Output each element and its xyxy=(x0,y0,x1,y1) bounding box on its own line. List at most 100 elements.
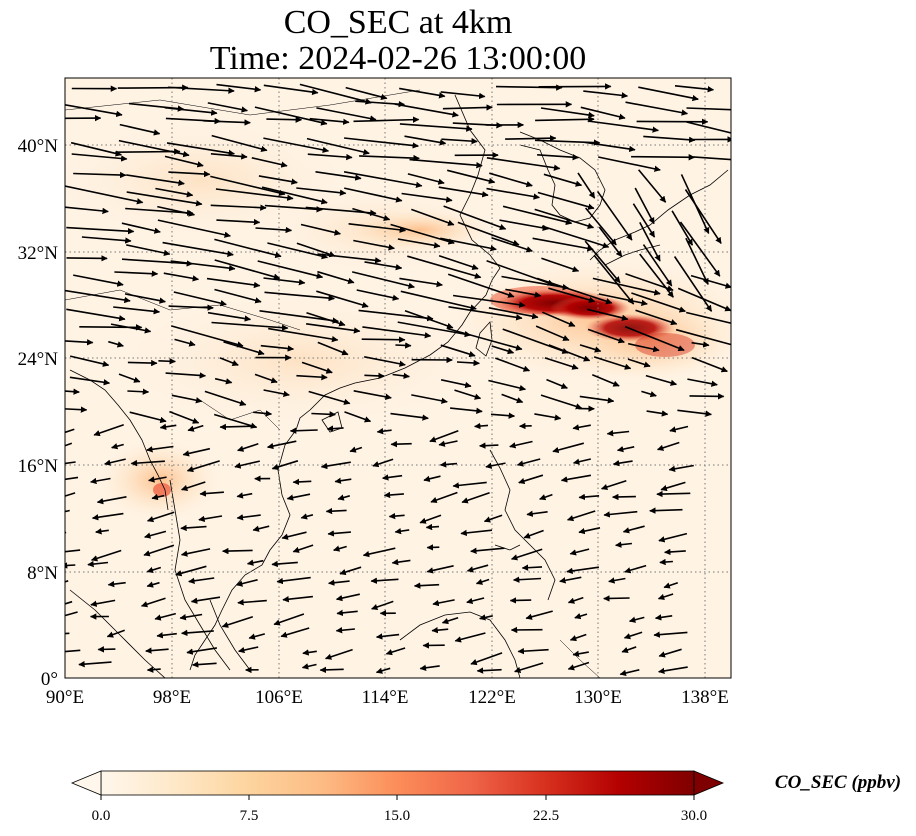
wind-arrow xyxy=(65,580,69,583)
wind-arrow xyxy=(566,566,600,575)
wind-arrow xyxy=(130,459,165,467)
wind-arrow xyxy=(210,204,267,211)
wind-arrow xyxy=(198,515,223,523)
wind-arrow xyxy=(537,191,595,210)
wind-arrow xyxy=(509,597,532,604)
wind-arrow xyxy=(353,116,420,123)
wind-arrow xyxy=(485,462,506,469)
wind-arrow xyxy=(316,290,369,309)
wind-arrow xyxy=(126,244,171,257)
wind-arrow xyxy=(213,413,258,429)
wind-arrow xyxy=(619,669,640,677)
wind-arrow xyxy=(362,547,396,558)
wind-arrow xyxy=(399,277,443,288)
wind-arrow xyxy=(65,185,144,205)
wind-arrow xyxy=(419,664,440,671)
wind-arrow xyxy=(306,137,370,156)
wind-arrow xyxy=(456,359,480,367)
wind-arrow xyxy=(108,340,124,348)
wind-arrow xyxy=(407,255,482,279)
wind-arrow xyxy=(107,580,126,588)
wind-arrow xyxy=(90,477,111,485)
wind-arrow xyxy=(534,208,595,229)
wind-arrow xyxy=(411,208,455,226)
wind-arrow xyxy=(684,189,722,244)
wind-arrow xyxy=(236,579,258,587)
wind-arrow xyxy=(603,510,638,518)
wind-arrow xyxy=(399,87,446,99)
wind-arrow xyxy=(124,293,166,304)
wind-arrow xyxy=(254,106,328,126)
wind-arrow xyxy=(352,271,415,289)
wind-arrow xyxy=(447,169,496,184)
wind-arrow xyxy=(642,244,673,287)
wind-arrow xyxy=(190,596,221,604)
wind-arrow xyxy=(146,445,174,453)
wind-arrow xyxy=(635,309,678,326)
wind-arrow xyxy=(121,222,161,234)
wind-arrow xyxy=(264,204,323,213)
wind-arrow xyxy=(429,430,459,443)
wind-arrow xyxy=(186,647,218,655)
wind-arrow xyxy=(188,577,215,584)
wind-arrow xyxy=(578,493,600,501)
wind-arrow xyxy=(448,306,523,321)
wind-arrow xyxy=(591,374,620,387)
wind-arrow xyxy=(686,107,731,111)
wind-arrow xyxy=(257,260,324,279)
wind-arrow xyxy=(499,219,550,232)
wind-arrow xyxy=(319,666,344,674)
wind-arrow xyxy=(656,441,680,451)
wind-arrow xyxy=(628,342,660,353)
wind-arrow xyxy=(267,242,329,260)
wind-arrow xyxy=(204,390,247,407)
wind-arrow xyxy=(371,600,394,611)
colorbar-label: CO_SEC (ppbv) xyxy=(775,772,901,793)
wind-arrow xyxy=(364,261,403,271)
wind-arrow xyxy=(281,531,307,540)
wind-arrow xyxy=(237,443,259,452)
wind-arrow xyxy=(628,616,645,623)
wind-arrow xyxy=(211,321,289,331)
wind-arrow xyxy=(409,158,483,169)
wind-arrow xyxy=(486,157,561,171)
wind-arrow xyxy=(214,377,233,385)
wind-arrow xyxy=(559,576,582,584)
wind-arrow xyxy=(649,507,683,514)
colorbar-extend-max xyxy=(693,770,725,796)
lon-tick-label: 98°E xyxy=(153,687,191,708)
wind-arrow xyxy=(657,593,674,600)
wind-arrow xyxy=(81,236,132,244)
wind-arrow xyxy=(214,288,262,304)
wind-arrow xyxy=(344,137,419,149)
wind-arrow xyxy=(526,510,548,517)
wind-arrow xyxy=(286,493,311,501)
wind-arrow xyxy=(175,565,207,577)
wind-arrow xyxy=(612,493,636,501)
wind-arrow xyxy=(539,493,553,501)
wind-arrow xyxy=(65,461,76,465)
wind-arrow xyxy=(65,104,123,118)
wind-arrow xyxy=(413,582,440,589)
colorbar-tick-label: 22.5 xyxy=(533,808,559,824)
wind-arrow xyxy=(525,610,553,620)
wind-arrow xyxy=(686,121,731,134)
wind-arrow xyxy=(442,104,493,111)
wind-arrow xyxy=(246,559,264,566)
wind-arrow xyxy=(166,142,235,157)
wind-arrow xyxy=(126,174,185,186)
wind-arrow xyxy=(317,270,355,285)
wind-arrow xyxy=(315,171,362,181)
wind-arrow xyxy=(669,425,689,433)
wind-arrow xyxy=(624,564,647,574)
wind-arrow xyxy=(219,357,239,366)
colorbar-tick-label: 15.0 xyxy=(384,808,410,824)
wind-arrow xyxy=(541,225,610,249)
wind-arrow xyxy=(110,323,152,334)
wind-arrow xyxy=(127,359,158,367)
wind-arrow xyxy=(646,410,669,417)
wind-arrow xyxy=(66,226,135,235)
wind-arrow xyxy=(118,373,141,383)
wind-arrow xyxy=(536,277,613,305)
